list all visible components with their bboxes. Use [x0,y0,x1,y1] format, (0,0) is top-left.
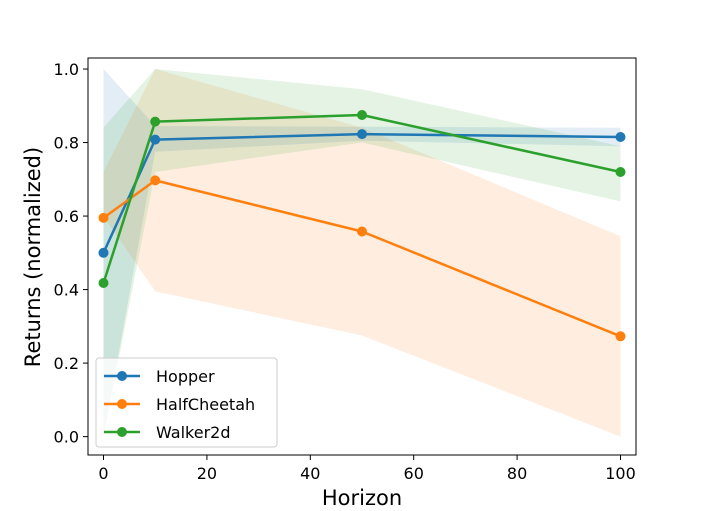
x-tick-label: 60 [404,464,424,483]
x-tick-label: 80 [507,464,527,483]
x-tick-label: 100 [605,464,636,483]
walker2d-point [357,110,367,120]
walker2d-point [98,278,109,288]
hopper-line [102,132,621,254]
legend-marker-walker2d [117,427,127,437]
y-axis-label: Returns (normalized) [21,147,45,367]
series-points [98,110,626,342]
walker2d-band [103,69,621,437]
halfcheetah-point [357,226,367,237]
legend-marker-halfcheetah [117,399,127,409]
y-tick-label: 0.8 [54,134,79,153]
legend: Hopper HalfCheetah Walker2d [95,357,278,448]
x-tick-label: 40 [300,464,320,483]
legend-label-walker2d: Walker2d [156,423,231,442]
halfcheetah-point [98,212,109,223]
y-axis-ticks: 0.0 0.2 0.4 0.6 0.8 1.0 [54,60,88,447]
legend-label-halfcheetah: HalfCheetah [156,395,255,414]
legend-label-hopper: Hopper [156,367,215,386]
x-axis-label: Horizon [322,486,402,510]
x-axis-ticks: 0 20 40 60 80 100 [98,455,636,483]
halfcheetah-band [103,69,621,437]
series-lines [102,113,621,338]
y-tick-label: 0.2 [54,354,79,373]
walker2d-point [615,167,626,177]
y-tick-label: 1.0 [54,60,79,79]
y-tick-label: 0.4 [54,281,79,300]
hopper-point [615,132,626,142]
plot-frame [87,57,637,456]
halfcheetah-point [150,175,161,186]
hopper-point [98,247,109,258]
hopper-point [150,134,161,145]
hopper-point [357,129,367,140]
y-tick-label: 0.0 [54,428,79,447]
y-tick-label: 0.6 [54,207,79,226]
legend-box [95,357,278,448]
walker2d-point [150,116,161,127]
legend-marker-hopper [117,371,127,381]
halfcheetah-point [615,331,626,342]
confidence-bands [103,69,621,437]
x-tick-label: 0 [98,464,108,483]
walker2d-line [102,113,621,284]
x-tick-label: 20 [197,464,217,483]
